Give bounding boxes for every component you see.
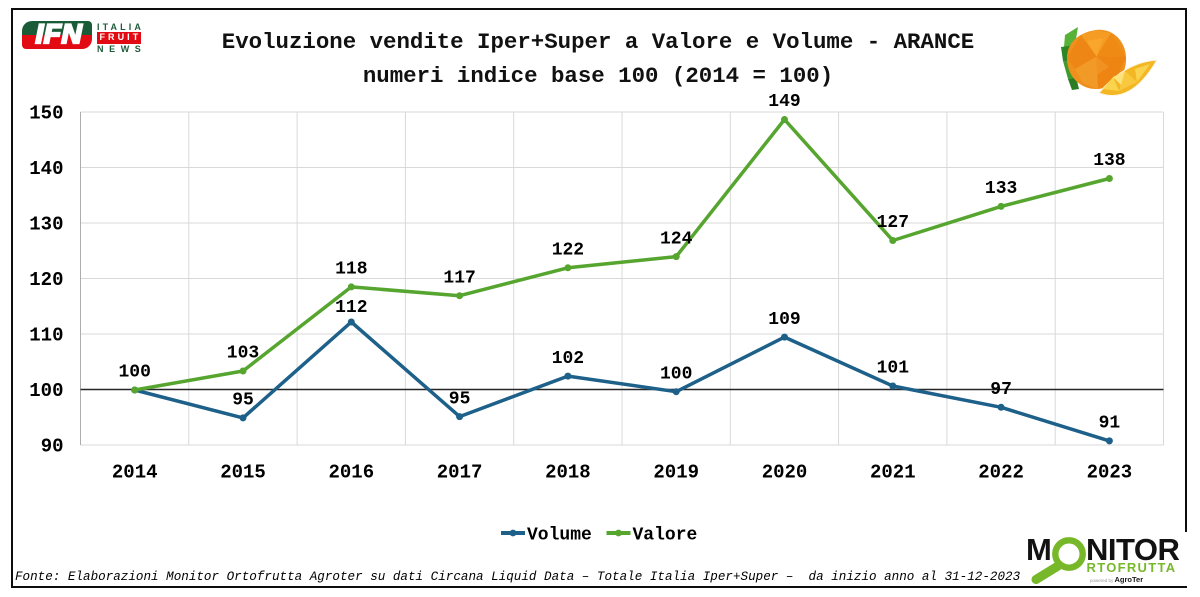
svg-text:2015: 2015: [220, 462, 266, 484]
svg-text:101: 101: [877, 359, 910, 379]
svg-text:100: 100: [29, 380, 63, 402]
svg-text:110: 110: [29, 324, 63, 346]
svg-text:120: 120: [29, 269, 63, 291]
svg-text:112: 112: [335, 298, 367, 318]
svg-text:2018: 2018: [545, 462, 591, 484]
svg-text:2019: 2019: [653, 462, 699, 484]
svg-text:109: 109: [768, 310, 800, 330]
svg-text:2016: 2016: [328, 462, 374, 484]
svg-text:2020: 2020: [762, 462, 808, 484]
svg-text:118: 118: [335, 260, 367, 280]
svg-text:124: 124: [660, 229, 693, 249]
svg-text:2014: 2014: [112, 462, 158, 484]
svg-text:95: 95: [232, 391, 254, 411]
svg-text:90: 90: [41, 435, 64, 457]
svg-text:95: 95: [449, 389, 471, 409]
svg-text:117: 117: [443, 268, 475, 288]
svg-text:2022: 2022: [978, 462, 1024, 484]
svg-text:100: 100: [660, 364, 692, 384]
svg-text:102: 102: [552, 349, 584, 369]
svg-text:2023: 2023: [1087, 462, 1133, 484]
svg-text:2021: 2021: [870, 462, 916, 484]
svg-text:Volume: Volume: [527, 526, 592, 546]
svg-text:2017: 2017: [437, 462, 483, 484]
svg-text:122: 122: [552, 241, 584, 261]
svg-text:149: 149: [768, 92, 800, 112]
svg-text:130: 130: [29, 213, 63, 235]
svg-text:140: 140: [29, 158, 63, 180]
svg-text:138: 138: [1093, 151, 1125, 171]
svg-text:127: 127: [877, 213, 909, 233]
svg-text:Valore: Valore: [633, 526, 698, 546]
svg-text:97: 97: [990, 380, 1012, 400]
svg-text:133: 133: [985, 179, 1017, 199]
svg-text:150: 150: [29, 102, 63, 124]
svg-text:103: 103: [227, 344, 259, 364]
svg-text:91: 91: [1099, 414, 1121, 434]
svg-text:100: 100: [118, 363, 150, 383]
